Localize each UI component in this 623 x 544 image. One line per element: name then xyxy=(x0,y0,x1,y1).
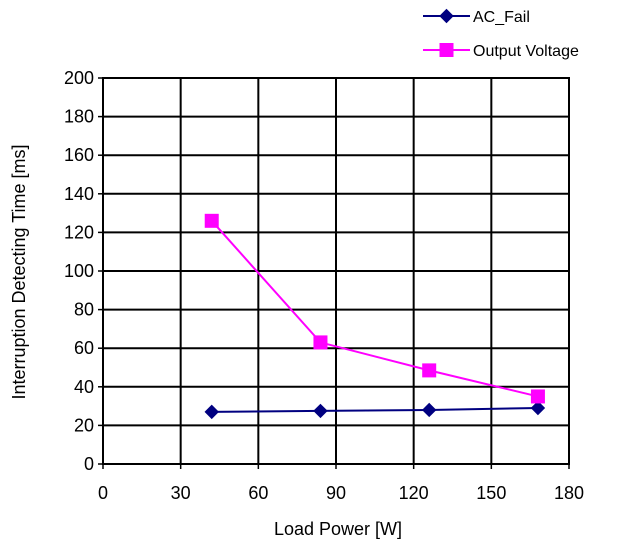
series-line-1 xyxy=(210,220,539,398)
grid-lines xyxy=(103,78,569,464)
x-tick-label-6: 180 xyxy=(554,483,584,503)
y-tick-label-7: 140 xyxy=(64,184,94,204)
x-tick-label-4: 120 xyxy=(399,483,429,503)
x-tick-label-2: 60 xyxy=(248,483,268,503)
legend-item-0: AC_Fail xyxy=(423,8,530,26)
series-1 xyxy=(204,213,545,404)
y-tick-label-9: 180 xyxy=(64,107,94,127)
data-point-0-1 xyxy=(313,403,328,419)
data-point-0-3 xyxy=(530,400,546,416)
x-tick-label-5: 150 xyxy=(476,483,506,503)
tick-labels: 0 20 40 60 80 100 120 140 160 180 200 0 30 60 90 120 150… xyxy=(64,68,584,503)
series-0 xyxy=(204,400,546,420)
x-tick-label-0: 0 xyxy=(98,483,108,503)
y-tick-label-1: 20 xyxy=(74,415,94,435)
legend-item-1: Output Voltage xyxy=(423,43,579,60)
legend-label-0: AC_Fail xyxy=(473,9,530,26)
series-line-0 xyxy=(211,407,538,413)
axes xyxy=(98,77,570,469)
y-tick-label-4: 80 xyxy=(74,300,94,320)
y-tick-label-2: 40 xyxy=(74,377,94,397)
data-point-0-2 xyxy=(421,402,437,418)
y-tick-label-10: 200 xyxy=(64,68,94,88)
data-point-1-0 xyxy=(204,213,219,228)
x-tick-label-1: 30 xyxy=(171,483,191,503)
y-tick-label-3: 60 xyxy=(74,338,94,358)
legend-marker-0 xyxy=(439,8,454,24)
data-point-0-0 xyxy=(204,404,219,420)
y-tick-label-6: 120 xyxy=(64,222,94,242)
legend-label-1: Output Voltage xyxy=(473,43,579,60)
y-axis-label: Interruption Detecting Time [ms] xyxy=(9,144,29,399)
x-tick-label-3: 90 xyxy=(326,483,346,503)
y-tick-label-8: 160 xyxy=(64,145,94,165)
data-point-1-2 xyxy=(422,363,437,378)
legend: AC_Fail Output Voltage xyxy=(423,8,579,60)
data-point-1-3 xyxy=(530,389,545,404)
y-tick-label-0: 0 xyxy=(84,454,94,474)
data-point-1-1 xyxy=(313,335,328,350)
y-tick-label-5: 100 xyxy=(64,261,94,281)
legend-marker-1 xyxy=(439,43,454,57)
x-axis-label: Load Power [W] xyxy=(274,519,402,539)
series-layer xyxy=(204,213,546,420)
